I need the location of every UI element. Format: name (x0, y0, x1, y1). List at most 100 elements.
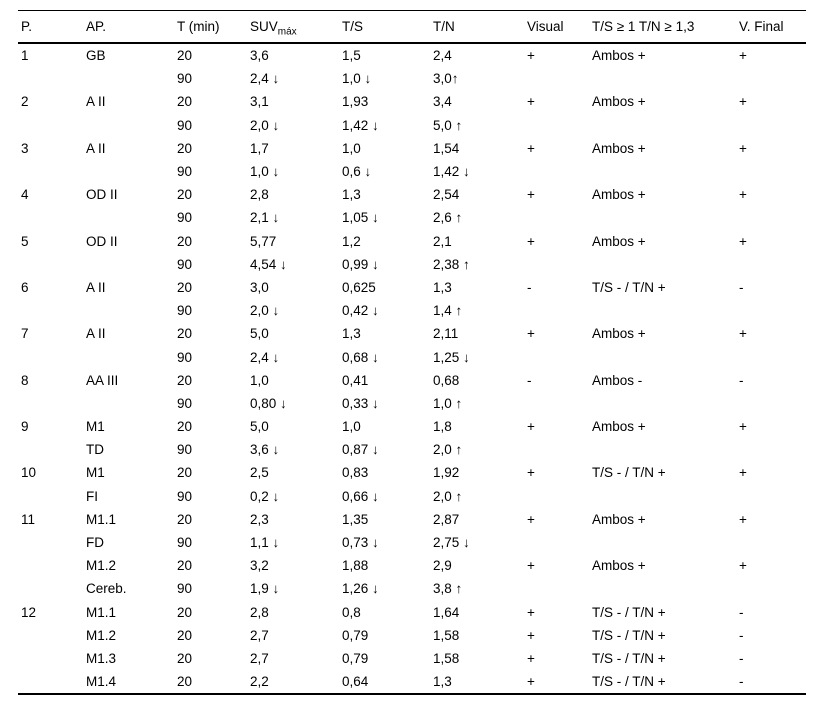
table-cell (83, 206, 174, 229)
table-cell: M1.4 (86, 674, 117, 690)
table-cell: 2,2 (250, 674, 269, 690)
table-cell: Ambos + (592, 511, 646, 527)
table-cell: 5,77 (250, 233, 277, 249)
table-cell: A II (86, 279, 106, 295)
table-cell: 1,2 (342, 233, 361, 249)
table-cell: - (739, 650, 744, 666)
table-row: M1.2 20 3,2 1,88 2,9 + Ambos + + (18, 554, 806, 577)
table-cell: + (527, 48, 535, 64)
table-cell: 2,0 ↑ (433, 442, 463, 458)
table-cell: 0,8 (342, 604, 361, 620)
table-cell: 1,3 (342, 326, 361, 342)
table-cell (524, 345, 589, 368)
table-cell: 1,42 ↓ (433, 164, 470, 180)
table-cell: 90 (177, 349, 193, 365)
table-cell (83, 299, 174, 322)
table-cell: 3,2 (250, 558, 269, 574)
table-cell (18, 160, 83, 183)
table-cell: 2,8 (250, 604, 269, 620)
table-cell: 1,26 ↓ (342, 581, 379, 597)
table-cell: 1,92 (433, 465, 460, 481)
table-cell: T/S - / T/N + (592, 650, 666, 666)
table-cell: 20 (177, 674, 193, 690)
table-cell (18, 253, 83, 276)
table-row: 90 2,4 ↓ 1,0 ↓ 3,0↑ (18, 67, 806, 90)
table-cell: 2,4 ↓ (250, 349, 280, 365)
table-cell: 2,87 (433, 511, 460, 527)
table-row: 5 OD II 20 5,77 1,2 2,1 + Ambos + + (18, 230, 806, 253)
table-cell: 0,87 ↓ (342, 442, 379, 458)
table-cell (18, 577, 83, 600)
table-cell: T/S - / T/N + (592, 604, 666, 620)
table-cell: 90 (177, 71, 193, 87)
table-row: FI 90 0,2 ↓ 0,66 ↓ 2,0 ↑ (18, 485, 806, 508)
table-cell: 2,1 (433, 233, 452, 249)
table-cell: M1.2 (86, 558, 117, 574)
table-cell: M1.2 (86, 627, 117, 643)
table-cell: 90 (177, 535, 193, 551)
table-cell: - (527, 279, 532, 295)
table-cell: 1,58 (433, 627, 460, 643)
table-cell (589, 345, 736, 368)
table-cell (18, 206, 83, 229)
table-cell: 2,0 ↓ (250, 117, 280, 133)
table-cell (524, 253, 589, 276)
table-cell: 20 (177, 627, 193, 643)
table-cell: T/S - / T/N + (592, 465, 666, 481)
table-cell (83, 160, 174, 183)
table-row: 90 1,0 ↓ 0,6 ↓ 1,42 ↓ (18, 160, 806, 183)
table-cell: 2,54 (433, 187, 460, 203)
table-cell: A II (86, 140, 106, 156)
table-row: 1 GB 20 3,6 1,5 2,4 + Ambos + + (18, 43, 806, 67)
table-cell (524, 485, 589, 508)
table-cell: 90 (177, 581, 193, 597)
table-cell (589, 160, 736, 183)
table-cell: 90 (177, 164, 193, 180)
column-header-time: T (min) (174, 10, 247, 44)
table-cell: 90 (177, 303, 193, 319)
table-cell: 12 (21, 604, 37, 620)
table-cell: 2,8 (250, 187, 269, 203)
table-cell: 1,88 (342, 558, 369, 574)
table-cell: 20 (177, 511, 193, 527)
table-cell: 2,7 (250, 627, 269, 643)
table-cell: + (527, 326, 535, 342)
table-cell: + (527, 419, 535, 435)
table-cell: FI (86, 488, 98, 504)
table-cell (736, 577, 806, 600)
table-cell: + (527, 140, 535, 156)
table-cell (589, 392, 736, 415)
table-cell: FD (86, 535, 104, 551)
table-row: 7 A II 20 5,0 1,3 2,11 + Ambos + + (18, 322, 806, 345)
table-cell: 1,8 (433, 419, 452, 435)
table-cell: A II (86, 94, 106, 110)
table-row: 2 A II 20 3,1 1,93 3,4 + Ambos + + (18, 90, 806, 113)
table-cell: + (739, 48, 747, 64)
table-cell (736, 438, 806, 461)
table-cell: 2,9 (433, 558, 452, 574)
table-cell (83, 67, 174, 90)
table-cell: + (739, 326, 747, 342)
table-cell: 2,1 ↓ (250, 210, 280, 226)
table-cell: Ambos + (592, 558, 646, 574)
table-cell (589, 206, 736, 229)
table-cell (589, 299, 736, 322)
table-cell: 4,54 ↓ (250, 256, 287, 272)
table-cell: 3 (21, 140, 29, 156)
table-cell: + (527, 511, 535, 527)
table-cell: + (739, 558, 747, 574)
table-cell: OD II (86, 233, 118, 249)
table-cell (524, 531, 589, 554)
table-cell: 1,0 ↓ (342, 71, 372, 87)
table-cell: - (739, 372, 744, 388)
table-cell: Cereb. (86, 581, 127, 597)
table-cell: 1,4 ↑ (433, 303, 463, 319)
table-cell (736, 253, 806, 276)
table-cell (18, 554, 83, 577)
table-cell: 2,75 ↓ (433, 535, 470, 551)
table-cell (589, 253, 736, 276)
table-cell: 20 (177, 419, 193, 435)
table-row: 11 M1.1 20 2,3 1,35 2,87 + Ambos + + (18, 508, 806, 531)
table-cell (18, 670, 83, 694)
table-cell: 5,0 (250, 326, 269, 342)
